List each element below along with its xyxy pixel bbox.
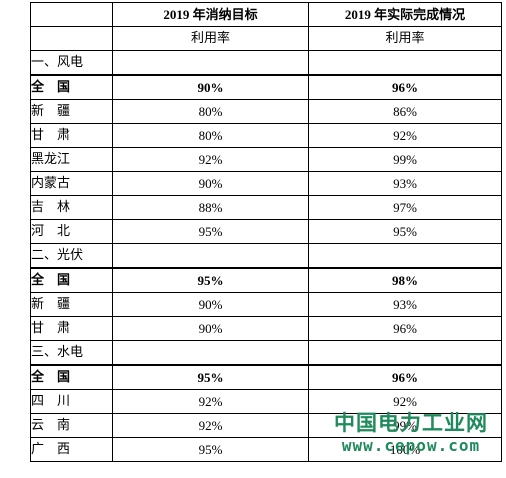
region-name: 吉 林 xyxy=(30,195,113,220)
target-rate: 92% xyxy=(112,413,309,438)
total-row: 全 国 95% 98% xyxy=(30,267,502,293)
region-name: 河 北 xyxy=(30,219,113,244)
region-name: 全 国 xyxy=(30,74,113,100)
section-title: 二、光伏 xyxy=(30,243,113,269)
section-empty-cell xyxy=(112,340,309,366)
actual-rate: 92% xyxy=(308,123,502,148)
total-row: 全 国 90% 96% xyxy=(30,74,502,100)
region-name: 广 西 xyxy=(30,437,113,462)
target-rate: 92% xyxy=(112,389,309,414)
target-rate: 95% xyxy=(112,267,309,293)
table-row: 黑龙江 92% 99% xyxy=(30,147,502,172)
target-rate: 80% xyxy=(112,123,309,148)
table-row: 四 川 92% 92% xyxy=(30,389,502,414)
subheader-actual-label: 利用率 xyxy=(308,26,502,51)
target-rate: 90% xyxy=(112,292,309,317)
table-row: 甘 肃 80% 92% xyxy=(30,123,502,148)
actual-rate: 99% xyxy=(308,147,502,172)
subheader-corner-cell xyxy=(30,26,113,51)
actual-rate: 92% xyxy=(308,389,502,414)
table-row: 广 西 95% 100% xyxy=(30,437,502,462)
section-empty-cell xyxy=(308,243,502,269)
subheader-row: 利用率 利用率 xyxy=(30,26,502,51)
table-row: 河 北 95% 95% xyxy=(30,219,502,244)
region-name: 黑龙江 xyxy=(30,147,113,172)
section-row: 二、光伏 xyxy=(30,243,502,269)
actual-rate: 93% xyxy=(308,171,502,196)
target-rate: 92% xyxy=(112,147,309,172)
region-name: 甘 肃 xyxy=(30,316,113,341)
target-rate: 90% xyxy=(112,316,309,341)
section-row: 三、水电 xyxy=(30,340,502,366)
region-name: 全 国 xyxy=(30,364,113,390)
header-actual-title: 2019 年实际完成情况 xyxy=(308,2,502,27)
target-rate: 95% xyxy=(112,437,309,462)
section-title: 一、风电 xyxy=(30,50,113,76)
section-empty-cell xyxy=(308,340,502,366)
target-rate: 80% xyxy=(112,99,309,124)
header-row: 2019 年消纳目标 2019 年实际完成情况 xyxy=(30,2,502,27)
target-rate: 90% xyxy=(112,74,309,100)
actual-rate: 86% xyxy=(308,99,502,124)
total-row: 全 国 95% 96% xyxy=(30,364,502,390)
actual-rate: 100% xyxy=(308,437,502,462)
table-row: 云 南 92% 99% xyxy=(30,413,502,438)
section-title: 三、水电 xyxy=(30,340,113,366)
region-name: 甘 肃 xyxy=(30,123,113,148)
target-rate: 95% xyxy=(112,364,309,390)
target-rate: 95% xyxy=(112,219,309,244)
region-name: 四 川 xyxy=(30,389,113,414)
actual-rate: 97% xyxy=(308,195,502,220)
section-empty-cell xyxy=(308,50,502,76)
actual-rate: 96% xyxy=(308,364,502,390)
section-empty-cell xyxy=(112,50,309,76)
header-target-title: 2019 年消纳目标 xyxy=(112,2,309,27)
table-row: 新 疆 80% 86% xyxy=(30,99,502,124)
actual-rate: 99% xyxy=(308,413,502,438)
actual-rate: 96% xyxy=(308,316,502,341)
actual-rate: 93% xyxy=(308,292,502,317)
table-row: 甘 肃 90% 96% xyxy=(30,316,502,341)
region-name: 新 疆 xyxy=(30,292,113,317)
table-row: 吉 林 88% 97% xyxy=(30,195,502,220)
region-name: 云 南 xyxy=(30,413,113,438)
region-name: 新 疆 xyxy=(30,99,113,124)
header-corner-cell xyxy=(30,2,113,27)
section-row: 一、风电 xyxy=(30,50,502,76)
target-rate: 88% xyxy=(112,195,309,220)
actual-rate: 98% xyxy=(308,267,502,293)
region-name: 内蒙古 xyxy=(30,171,113,196)
table-row: 新 疆 90% 93% xyxy=(30,292,502,317)
actual-rate: 96% xyxy=(308,74,502,100)
subheader-target-label: 利用率 xyxy=(112,26,309,51)
region-name: 全 国 xyxy=(30,267,113,293)
actual-rate: 95% xyxy=(308,219,502,244)
section-empty-cell xyxy=(112,243,309,269)
target-rate: 90% xyxy=(112,171,309,196)
table-row: 内蒙古 90% 93% xyxy=(30,171,502,196)
